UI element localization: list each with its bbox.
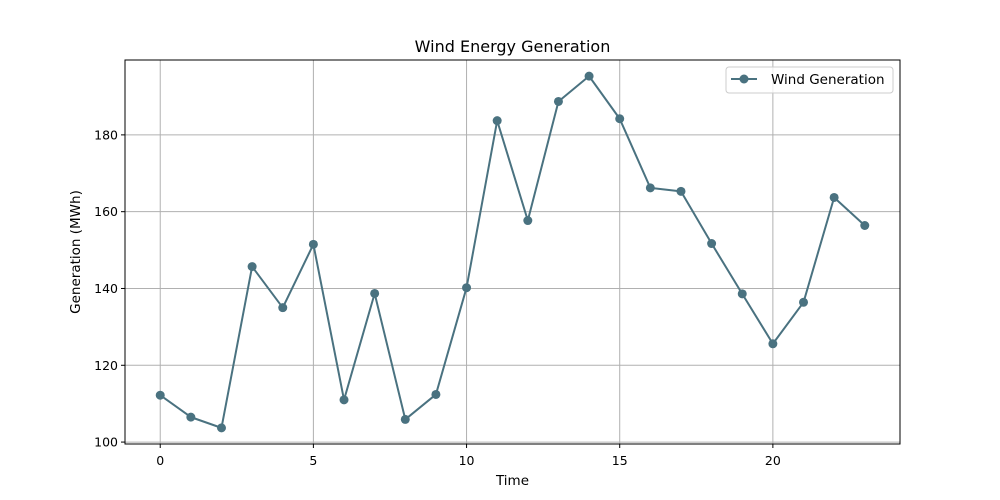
x-tick-label: 0 bbox=[156, 453, 164, 468]
axis-ticks: 0 5 10 15 20 100 120 140 160 180 bbox=[94, 127, 781, 468]
x-tick-label: 10 bbox=[459, 453, 475, 468]
legend-marker-swatch bbox=[739, 74, 749, 84]
grid bbox=[125, 60, 900, 444]
data-point bbox=[615, 114, 625, 124]
y-tick-label: 140 bbox=[94, 281, 118, 296]
y-axis-label: Generation (MWh) bbox=[68, 190, 84, 314]
data-point bbox=[216, 423, 226, 433]
data-point bbox=[829, 192, 839, 202]
legend-box bbox=[725, 66, 894, 94]
data-point bbox=[155, 390, 165, 400]
series-layer bbox=[155, 71, 870, 433]
y-tick-label: 120 bbox=[94, 358, 118, 373]
data-point bbox=[370, 288, 380, 298]
data-point bbox=[737, 289, 747, 299]
data-point bbox=[247, 262, 257, 272]
data-point bbox=[645, 183, 655, 193]
x-tick-label: 15 bbox=[612, 453, 628, 468]
x-tick-label: 20 bbox=[765, 453, 781, 468]
data-point bbox=[860, 221, 870, 231]
data-point bbox=[799, 297, 809, 307]
data-point bbox=[523, 216, 533, 226]
data-point bbox=[584, 71, 594, 81]
data-point bbox=[553, 96, 563, 106]
data-point bbox=[186, 412, 196, 422]
data-point bbox=[278, 303, 288, 313]
data-point bbox=[768, 339, 778, 349]
chart-title: Wind Energy Generation bbox=[415, 37, 611, 56]
data-point bbox=[462, 283, 472, 293]
data-point bbox=[400, 414, 410, 424]
y-tick-label: 180 bbox=[94, 127, 118, 142]
data-point bbox=[676, 186, 686, 196]
data-point bbox=[707, 239, 717, 249]
legend-label: Wind Generation bbox=[771, 72, 885, 88]
data-point bbox=[308, 239, 318, 249]
data-point bbox=[431, 389, 441, 399]
series-line bbox=[159, 75, 866, 429]
legend: Wind Generation bbox=[725, 66, 894, 94]
plot-frame bbox=[124, 59, 901, 445]
data-point bbox=[492, 116, 502, 126]
data-point bbox=[339, 395, 349, 405]
y-tick-label: 160 bbox=[94, 204, 118, 219]
x-tick-label: 5 bbox=[309, 453, 317, 468]
x-axis-label: Time bbox=[495, 473, 529, 489]
y-tick-label: 100 bbox=[94, 435, 118, 450]
